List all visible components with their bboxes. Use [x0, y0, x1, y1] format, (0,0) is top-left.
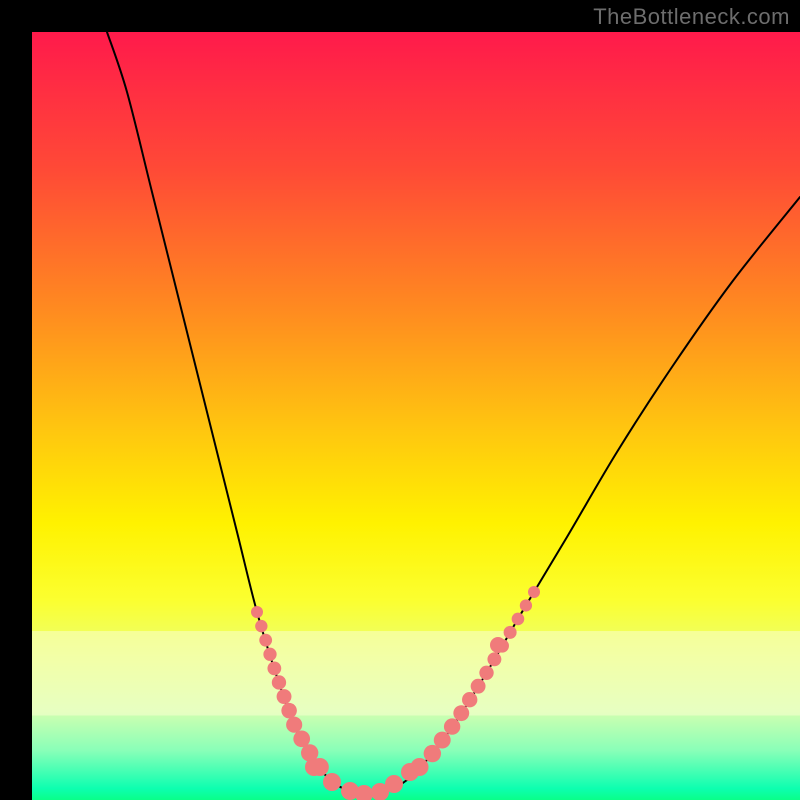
highlight-dot — [520, 599, 532, 611]
highlight-dot — [512, 613, 525, 626]
highlight-dot — [251, 606, 263, 618]
highlight-dot — [471, 679, 486, 694]
chart-container: TheBottleneck.com — [0, 0, 800, 800]
highlight-dot — [487, 652, 501, 666]
highlight-dot — [504, 626, 517, 639]
plot-area — [32, 32, 800, 800]
highlight-dot — [267, 661, 281, 675]
highlight-dot — [272, 675, 286, 689]
highlight-dot — [385, 775, 403, 793]
highlight-dot — [490, 637, 506, 653]
highlight-dot — [305, 758, 323, 776]
highlight-dot — [277, 689, 292, 704]
highlight-dot — [479, 666, 493, 680]
v-curve-line — [107, 32, 800, 794]
highlight-dot — [323, 773, 341, 791]
highlight-dot — [528, 586, 540, 598]
highlight-dot — [255, 620, 267, 632]
highlight-dot — [401, 763, 419, 781]
watermark-text: TheBottleneck.com — [593, 4, 790, 30]
highlight-dot — [462, 692, 477, 707]
highlight-dot — [259, 634, 272, 647]
highlight-dots-group — [251, 586, 540, 800]
highlight-dot — [453, 705, 469, 721]
highlight-dot — [424, 745, 441, 762]
highlight-dot — [286, 717, 302, 733]
highlight-dot — [281, 703, 296, 718]
highlight-dot — [444, 718, 460, 734]
highlight-dot — [263, 648, 276, 661]
curve-overlay — [32, 32, 800, 800]
